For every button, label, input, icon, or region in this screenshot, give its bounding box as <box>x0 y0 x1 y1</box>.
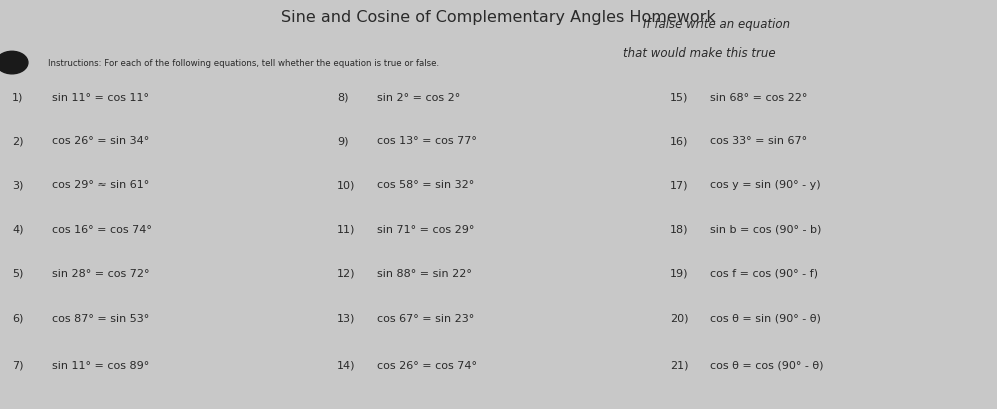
Text: sin 88° = sin 22°: sin 88° = sin 22° <box>377 268 472 278</box>
Text: cos 13° = cos 77°: cos 13° = cos 77° <box>377 136 477 146</box>
Text: cos 16° = cos 74°: cos 16° = cos 74° <box>52 224 152 234</box>
Text: cos f = cos (90° - f): cos f = cos (90° - f) <box>710 268 818 278</box>
Text: sin b = cos (90° - b): sin b = cos (90° - b) <box>710 224 822 234</box>
Text: cos 29° ≈ sin 61°: cos 29° ≈ sin 61° <box>52 180 150 190</box>
Text: 12): 12) <box>337 268 356 278</box>
Text: that would make this true: that would make this true <box>623 47 776 60</box>
Text: 8): 8) <box>337 92 349 102</box>
Text: Sine and Cosine of Complementary Angles Homework: Sine and Cosine of Complementary Angles … <box>281 10 716 25</box>
Text: cos 87° = sin 53°: cos 87° = sin 53° <box>52 313 150 323</box>
Text: 20): 20) <box>670 313 689 323</box>
Text: cos 26° = cos 74°: cos 26° = cos 74° <box>377 360 477 370</box>
Text: cos 58° = sin 32°: cos 58° = sin 32° <box>377 180 475 190</box>
Text: Instructions: For each of the following equations, tell whether the equation is : Instructions: For each of the following … <box>48 59 439 68</box>
Text: sin 68° = cos 22°: sin 68° = cos 22° <box>710 92 808 102</box>
Text: 16): 16) <box>670 136 688 146</box>
Text: cos 26° = sin 34°: cos 26° = sin 34° <box>52 136 150 146</box>
Text: 2): 2) <box>12 136 24 146</box>
Text: 11): 11) <box>337 224 355 234</box>
Text: 5): 5) <box>12 268 23 278</box>
Text: 4): 4) <box>12 224 24 234</box>
Text: 18): 18) <box>670 224 689 234</box>
Text: If false write an equation: If false write an equation <box>643 18 791 31</box>
Text: sin 11° = cos 89°: sin 11° = cos 89° <box>52 360 150 370</box>
Text: cos θ = sin (90° - θ): cos θ = sin (90° - θ) <box>710 313 821 323</box>
Text: cos θ = cos (90° - θ): cos θ = cos (90° - θ) <box>710 360 824 370</box>
Text: sin 28° = cos 72°: sin 28° = cos 72° <box>52 268 150 278</box>
Text: 10): 10) <box>337 180 355 190</box>
Text: 15): 15) <box>670 92 688 102</box>
Text: 14): 14) <box>337 360 356 370</box>
Text: 1): 1) <box>12 92 23 102</box>
Text: 19): 19) <box>670 268 689 278</box>
Text: 3): 3) <box>12 180 23 190</box>
Text: cos 67° = sin 23°: cos 67° = sin 23° <box>377 313 475 323</box>
Text: sin 2° = cos 2°: sin 2° = cos 2° <box>377 92 461 102</box>
Text: sin 71° = cos 29°: sin 71° = cos 29° <box>377 224 475 234</box>
Ellipse shape <box>0 52 28 74</box>
Text: 9): 9) <box>337 136 349 146</box>
Text: cos 33° = sin 67°: cos 33° = sin 67° <box>710 136 807 146</box>
Text: cos y = sin (90° - y): cos y = sin (90° - y) <box>710 180 821 190</box>
Text: 17): 17) <box>670 180 689 190</box>
Text: 21): 21) <box>670 360 689 370</box>
Text: 6): 6) <box>12 313 23 323</box>
Text: 7): 7) <box>12 360 24 370</box>
Text: sin 11° = cos 11°: sin 11° = cos 11° <box>52 92 149 102</box>
Text: 13): 13) <box>337 313 355 323</box>
